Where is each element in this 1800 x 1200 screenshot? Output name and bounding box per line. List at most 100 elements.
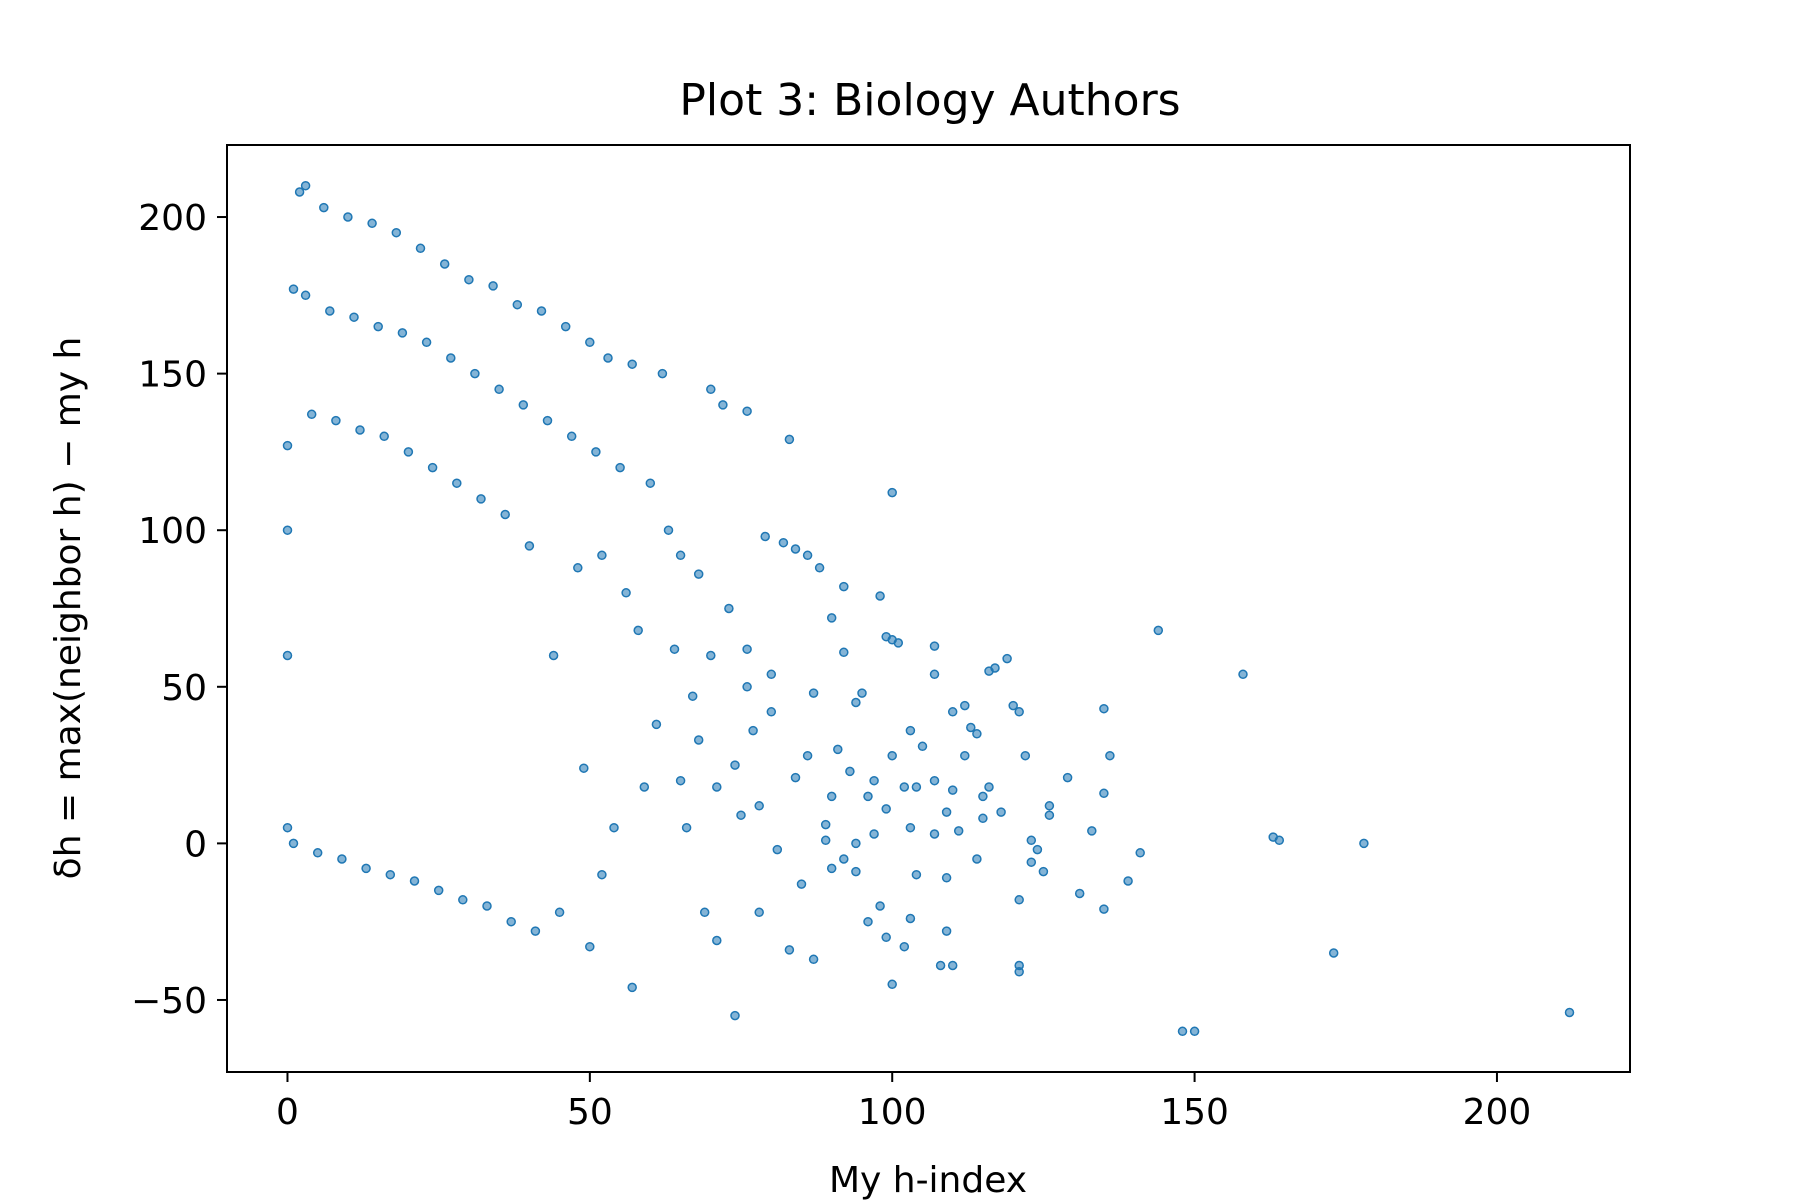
data-point	[415, 243, 426, 254]
data-point	[312, 848, 323, 858]
data-point	[627, 982, 637, 993]
data-point	[282, 822, 293, 833]
data-point	[887, 750, 897, 761]
data-point	[379, 431, 389, 442]
data-point	[1032, 844, 1043, 855]
data-point	[863, 791, 873, 802]
data-point	[833, 744, 843, 755]
data-point	[1062, 772, 1073, 783]
data-point	[905, 822, 916, 833]
data-point	[349, 312, 359, 322]
data-point	[331, 415, 341, 426]
data-point	[851, 697, 861, 708]
data-point	[760, 531, 770, 542]
data-point	[706, 650, 716, 661]
data-point	[808, 688, 819, 698]
data-point	[639, 782, 650, 792]
data-point	[712, 782, 722, 792]
data-point	[300, 290, 311, 301]
data-point	[615, 462, 625, 473]
data-point	[802, 750, 813, 761]
data-point	[530, 926, 541, 936]
data-point	[452, 478, 462, 488]
data-point	[554, 907, 565, 918]
data-point	[494, 384, 504, 395]
data-point	[984, 782, 994, 792]
data-point	[1044, 810, 1055, 820]
data-point	[675, 775, 686, 786]
data-point	[820, 819, 831, 830]
data-point	[808, 954, 819, 965]
data-point	[929, 669, 940, 680]
data-point	[294, 187, 305, 197]
data-point	[397, 328, 408, 338]
data-point	[427, 462, 438, 473]
data-point	[548, 650, 559, 661]
data-point	[573, 563, 583, 573]
y-tick-label: 100	[138, 511, 207, 552]
data-point	[1135, 848, 1145, 858]
data-point	[978, 791, 988, 802]
data-point	[306, 409, 317, 420]
y-tick-label: 50	[161, 668, 207, 709]
data-point	[996, 807, 1006, 817]
data-point	[790, 544, 801, 554]
data-point	[560, 321, 571, 332]
data-point	[458, 895, 468, 905]
data-point	[839, 647, 849, 658]
data-point	[1002, 653, 1012, 664]
data-point	[1268, 832, 1278, 842]
data-point	[851, 838, 861, 849]
data-point	[300, 180, 311, 191]
data-point	[814, 563, 825, 573]
data-point	[784, 434, 795, 445]
data-point	[693, 735, 704, 745]
data-point	[947, 785, 958, 795]
y-tick-label: 0	[184, 824, 207, 865]
data-point	[361, 863, 371, 874]
scatter-points	[282, 180, 1575, 1037]
data-point	[566, 431, 577, 442]
data-point	[790, 772, 801, 783]
data-point	[1153, 625, 1164, 636]
data-point	[1014, 967, 1024, 977]
data-point	[941, 807, 952, 817]
data-point	[941, 926, 952, 936]
data-point	[385, 869, 396, 880]
data-point	[512, 299, 523, 310]
data-point	[869, 775, 879, 786]
data-point	[748, 725, 758, 736]
data-point	[766, 707, 777, 717]
data-point	[736, 810, 746, 820]
data-point	[712, 935, 722, 946]
x-tick-label: 100	[858, 1092, 927, 1133]
data-point	[1123, 876, 1133, 886]
data-point	[319, 202, 329, 213]
data-point	[899, 782, 910, 792]
data-point	[421, 337, 432, 348]
data-point	[1177, 1026, 1188, 1037]
data-point	[693, 569, 704, 579]
data-point	[446, 353, 456, 363]
data-point	[1026, 835, 1037, 846]
data-point	[905, 725, 916, 736]
data-point	[1008, 700, 1018, 711]
data-point	[929, 829, 940, 839]
x-tick-label: 50	[567, 1092, 613, 1133]
data-point	[633, 625, 643, 636]
data-point	[742, 644, 752, 654]
data-point	[621, 588, 631, 598]
data-point	[1026, 857, 1037, 867]
x-tick-label: 150	[1160, 1092, 1229, 1133]
data-point	[978, 813, 988, 824]
data-point	[1189, 1026, 1200, 1037]
data-point	[869, 829, 879, 839]
data-point	[482, 901, 492, 911]
data-point	[518, 400, 529, 410]
data-point	[669, 644, 680, 654]
data-point	[288, 284, 299, 294]
y-tick-label: −50	[131, 981, 207, 1022]
data-point	[506, 916, 516, 927]
data-point	[1014, 895, 1024, 905]
data-point	[343, 212, 353, 222]
